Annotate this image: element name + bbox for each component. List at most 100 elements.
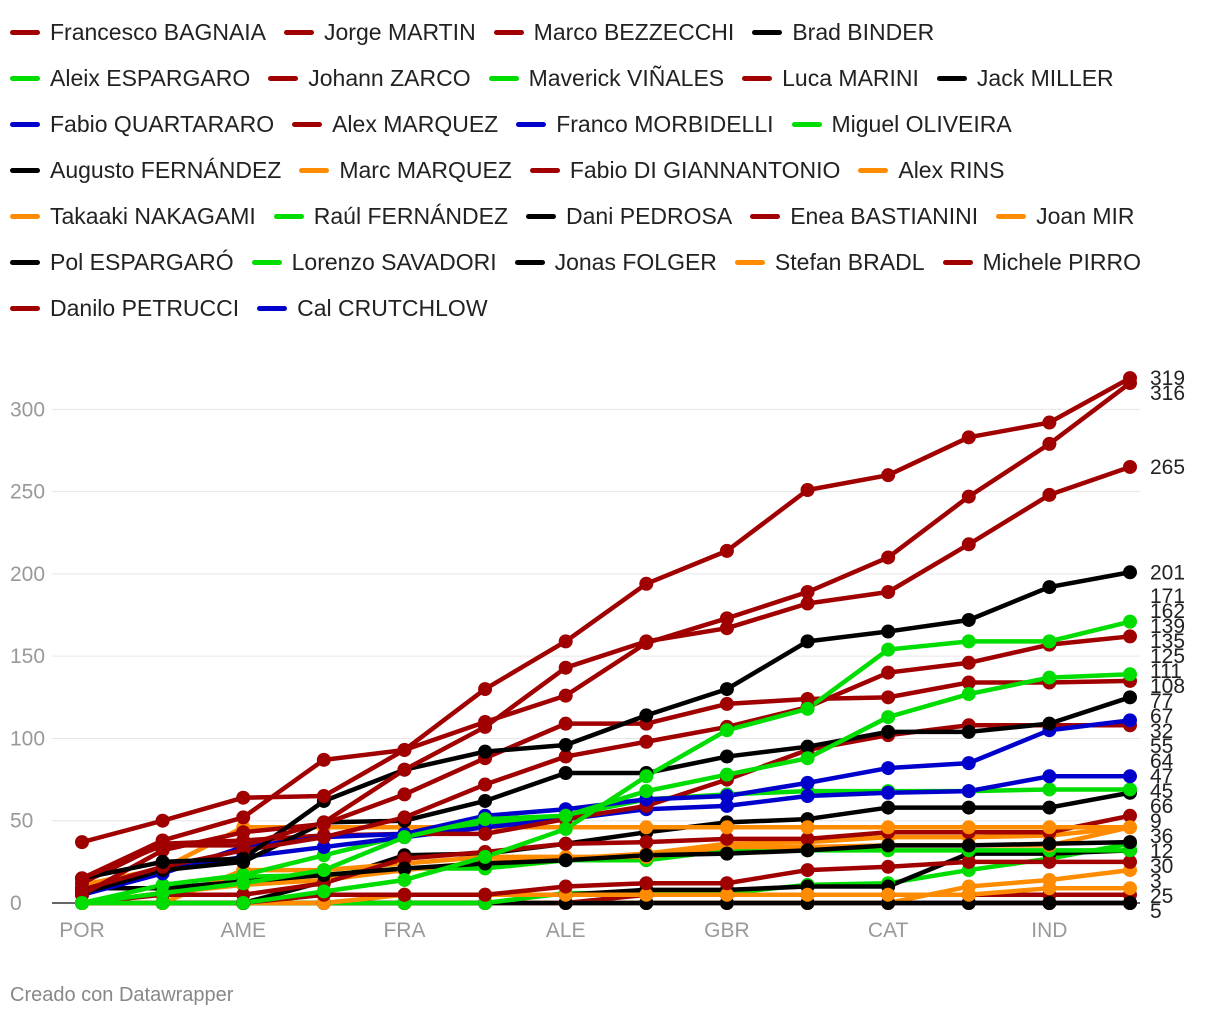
end-value-label: 125: [1150, 645, 1185, 668]
data-point-joan-mir: [1042, 881, 1057, 896]
data-point-fabio-quartararo: [881, 761, 896, 776]
data-point-maverick-vinales: [719, 767, 734, 782]
data-point-brad-binder: [155, 854, 170, 869]
legend-swatch: [734, 259, 765, 265]
data-point-jack-miller: [478, 793, 493, 808]
legend-label: Lorenzo SAVADORI: [291, 248, 497, 275]
legend-item-marco-bezzecchi: Marco BEZZECCHI: [493, 10, 734, 54]
data-point-maverick-vinales: [236, 876, 251, 891]
end-value-label: 12: [1150, 840, 1173, 863]
legend-label: Fabio QUARTARARO: [50, 110, 275, 137]
data-point-jorge-martin: [719, 611, 734, 626]
legend-swatch: [284, 29, 315, 35]
legend-swatch: [791, 121, 822, 127]
legend-item-fabio-di-giannantonio: Fabio DI GIANNANTONIO: [529, 148, 840, 192]
data-point-enea-bastianini: [719, 876, 734, 891]
legend-swatch: [10, 213, 40, 219]
y-tick-label: 50: [10, 810, 33, 833]
legend-swatch: [514, 259, 545, 265]
data-point-augusto-fernandez: [639, 848, 654, 863]
data-point-joan-mir: [800, 887, 815, 902]
data-point-brad-binder: [639, 708, 654, 723]
end-value-label: 66: [1150, 795, 1173, 818]
data-point-brad-binder: [1042, 580, 1057, 595]
end-value-label: 45: [1150, 780, 1173, 803]
legend-item-aleix-espargaro: Aleix ESPARGARO: [10, 56, 250, 100]
data-point-luca-marini: [236, 825, 251, 840]
y-axis: 0 50 100 150 200 250 300: [10, 398, 45, 915]
data-point-jonas-folger: [1042, 896, 1057, 910]
legend-label: Dani PEDROSA: [566, 202, 733, 229]
data-point-fabio-di-giannantonio: [800, 831, 815, 846]
data-point-fabio-di-giannantonio: [1123, 808, 1137, 823]
end-value-label: 319: [1150, 367, 1185, 390]
end-value-label: 36: [1150, 825, 1173, 848]
credit-text: Creado con Datawrapper: [10, 984, 234, 1006]
data-point-franco-morbidelli: [1042, 769, 1057, 784]
data-point-franco-morbidelli: [1123, 769, 1137, 784]
data-point-enea-bastianini: [558, 879, 573, 894]
y-tick-label: 200: [10, 563, 45, 586]
end-value-label: 55: [1150, 735, 1173, 758]
data-point-francesco-bagnaia: [236, 790, 251, 805]
legend-label: Maverick VIÑALES: [528, 64, 725, 91]
x-tick-label: GBR: [704, 919, 750, 942]
data-point-maverick-vinales: [558, 808, 573, 823]
data-point-jack-miller: [881, 724, 896, 739]
legend-item-michele-pirro: Michele PIRRO: [942, 240, 1141, 284]
legend-label: Marc MARQUEZ: [339, 156, 512, 183]
series-lines: [79, 375, 1133, 906]
data-point-aleix-espargaro: [75, 896, 89, 910]
data-point-joan-mir: [719, 887, 734, 902]
legend-swatch: [10, 75, 40, 81]
data-point-enea-bastianini: [881, 859, 896, 874]
data-point-aleix-espargaro: [1042, 634, 1057, 649]
legend-label: Augusto FERNÁNDEZ: [50, 156, 282, 183]
data-point-brad-binder: [800, 634, 815, 649]
legend-item-jonas-folger: Jonas FOLGER: [514, 240, 717, 284]
legend-label: Stefan BRADL: [774, 248, 925, 275]
legend-swatch: [10, 259, 40, 265]
legend-label: Miguel OLIVEIRA: [831, 110, 1012, 137]
data-point-enea-bastianini: [639, 876, 654, 891]
legend-label: Cal CRUTCHLOW: [297, 294, 488, 321]
end-value-label: 201: [1150, 561, 1185, 584]
data-point-dani-pedrosa: [961, 800, 976, 815]
data-point-jorge-martin: [1042, 436, 1057, 451]
data-point-johann-zarco: [881, 665, 896, 680]
data-point-jorge-martin: [800, 585, 815, 600]
legend-swatch: [292, 121, 323, 127]
data-point-fabio-quartararo: [1123, 713, 1137, 728]
legend-item-alex-marquez: Alex MARQUEZ: [292, 102, 498, 146]
data-point-marco-bezzecchi: [316, 815, 331, 830]
data-point-marc-marquez: [639, 820, 654, 835]
legend-item-takaaki-nakagami: Takaaki NAKAGAMI: [10, 194, 256, 238]
x-tick-label: AME: [220, 919, 266, 942]
legend-swatch: [516, 121, 547, 127]
legend-swatch: [251, 259, 282, 265]
series-line-jack-miller: [79, 695, 1133, 896]
data-point-fabio-di-giannantonio: [719, 831, 734, 846]
legend-label: Francesco BAGNAIA: [50, 18, 267, 45]
data-point-brad-binder: [961, 612, 976, 627]
end-value-label: 3: [1150, 870, 1162, 893]
line-chart: 0 50 100 150 200 250 300 POR AME FRA ALE GBR CAT IND…: [10, 367, 1185, 942]
y-tick-label: 100: [10, 727, 45, 750]
legend-swatch: [858, 167, 889, 173]
legend-swatch: [10, 121, 40, 127]
data-point-joan-mir: [961, 887, 976, 902]
data-point-maverick-vinales: [1042, 670, 1057, 685]
data-point-luca-marini: [961, 675, 976, 690]
data-point-marco-bezzecchi: [1123, 459, 1137, 474]
x-tick-label: POR: [59, 919, 105, 942]
data-point-luca-marini: [397, 787, 412, 802]
data-point-marco-bezzecchi: [961, 537, 976, 552]
legend-label: Aleix ESPARGARO: [50, 64, 251, 91]
legend-item-alex-rins: Alex RINS: [858, 148, 1004, 192]
legend-swatch: [936, 75, 967, 81]
legend-item-stefan-bradl: Stefan BRADL: [734, 240, 925, 284]
data-point-jorge-martin: [316, 752, 331, 767]
data-point-maverick-vinales: [881, 710, 896, 725]
legend-item-raul-fernandez: Raúl FERNÁNDEZ: [273, 194, 508, 238]
x-tick-label: IND: [1031, 919, 1067, 942]
